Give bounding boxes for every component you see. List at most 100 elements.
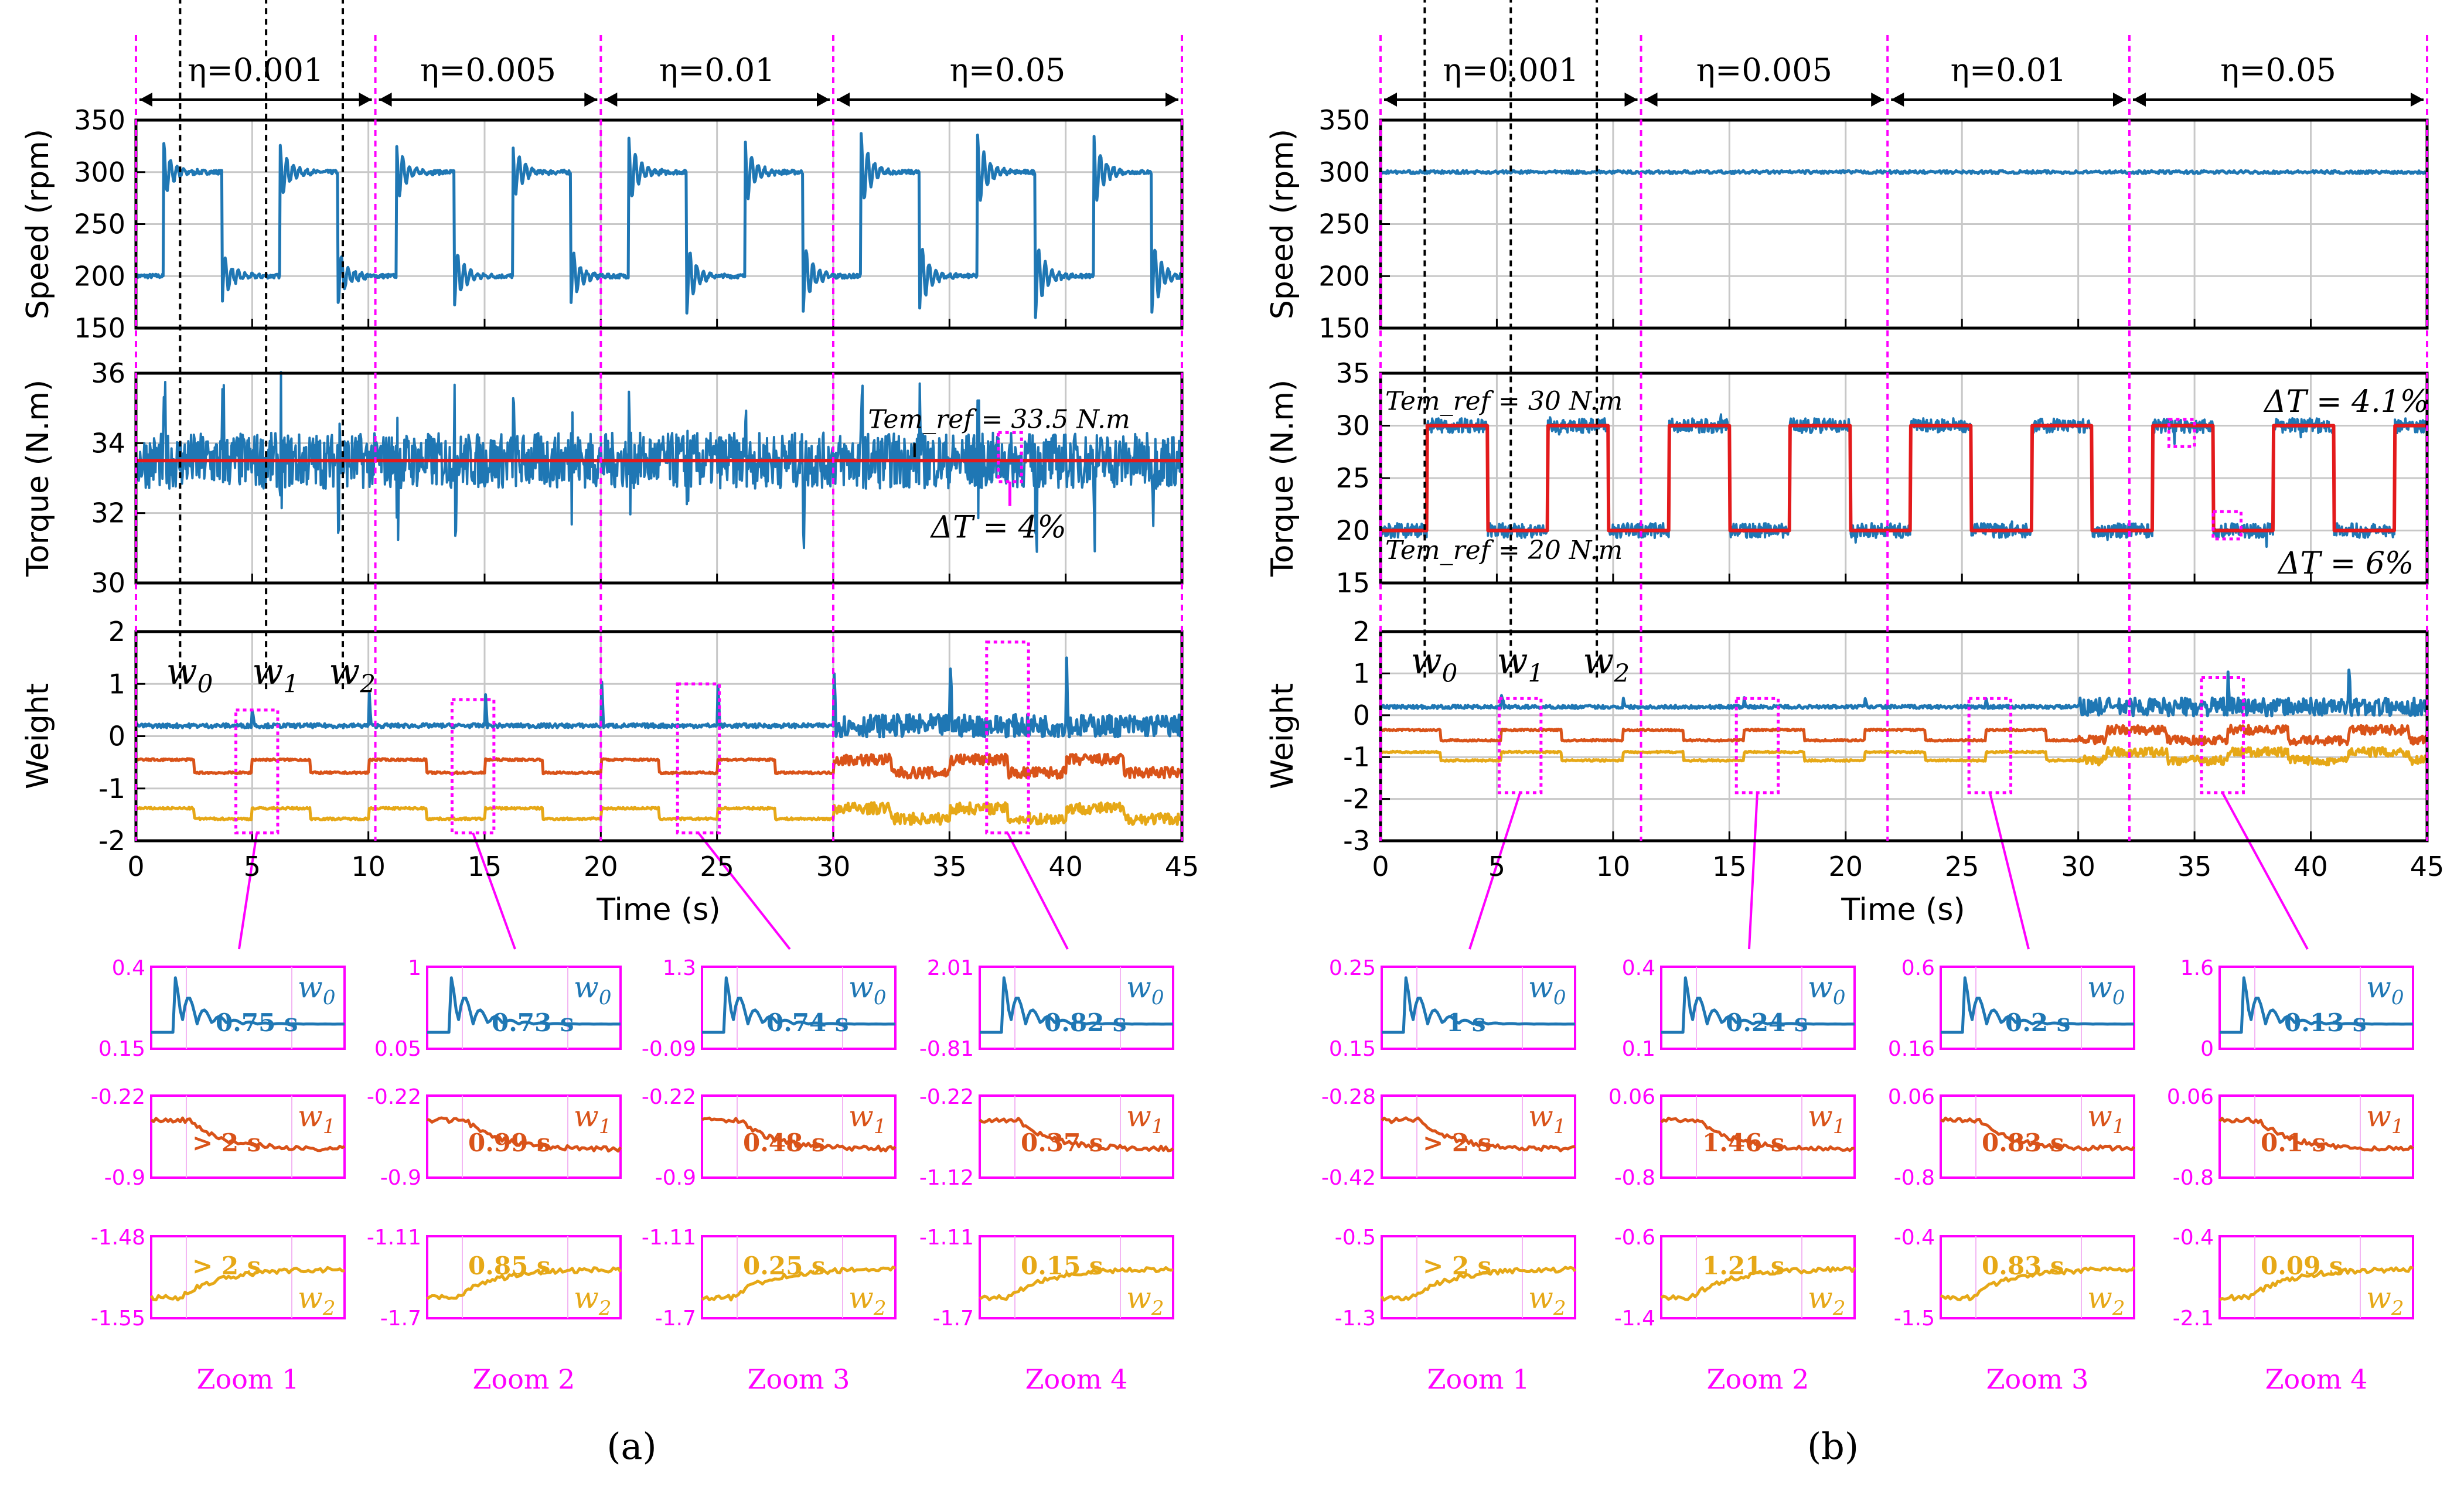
zoom-ymin-label: -2.1 xyxy=(2173,1307,2214,1331)
zoom-label: Zoom 3 xyxy=(1986,1363,2089,1395)
zoom-settle-time: 0.15 s xyxy=(1021,1251,1103,1280)
zoom-series-label-base: w xyxy=(1126,1281,1151,1315)
x-tick-label: 10 xyxy=(351,851,386,882)
panel-a-zoom-4: 2.01-0.810.82 sw0-0.22-1.120.37 sw1-1.11… xyxy=(919,956,1174,1395)
zoom-ymax-label: -1.48 xyxy=(91,1226,145,1250)
zoom-series-label-base: w xyxy=(298,970,323,1004)
speed-axis-title: Speed (rpm) xyxy=(1265,129,1300,319)
zoom-ymin-label: 0.15 xyxy=(98,1037,145,1061)
zoom-series-label: w2 xyxy=(1126,1281,1164,1320)
zoom-series-label-subscript: 2 xyxy=(873,1297,887,1320)
arrowhead-left xyxy=(139,93,152,107)
y-tick-label: 2 xyxy=(108,616,125,647)
zoom-series-label-base: w xyxy=(1126,1099,1151,1133)
zoom-ymax-label: -1.11 xyxy=(367,1226,421,1250)
torque-reference-label: Tem_ref = 33.5 N.m xyxy=(868,404,1130,434)
x-tick-label: 0 xyxy=(1372,851,1389,882)
w1-zoom-trace xyxy=(1660,1116,1855,1152)
zoom-series-label-subscript: 0 xyxy=(599,986,612,1009)
x-axis-title: Time (s) xyxy=(1841,892,1965,927)
zoom-series-label-base: w xyxy=(2366,1281,2391,1315)
zoom-settle-time: 0.37 s xyxy=(1021,1128,1103,1157)
arrowhead-right xyxy=(1165,93,1178,107)
zoom-series-label-base: w xyxy=(848,1281,874,1315)
w2-zoom-trace xyxy=(701,1266,897,1302)
arrowhead-left xyxy=(1644,93,1658,107)
zoom-settle-time: 0.09 s xyxy=(2261,1251,2343,1280)
w0-label-base: w xyxy=(166,650,197,693)
zoom-series-label-subscript: 1 xyxy=(1833,1115,1846,1138)
zoom-inset-frame xyxy=(1660,1094,1856,1179)
zoom-ymax-label: -0.22 xyxy=(642,1085,696,1109)
zoom-ymin-label: -1.7 xyxy=(933,1307,974,1331)
w1-zoom-trace xyxy=(150,1116,346,1152)
zoom-series-label: w0 xyxy=(1808,970,1845,1009)
y-tick-label: 34 xyxy=(91,427,125,459)
w2-label-base: w xyxy=(329,650,360,693)
torque-zoom-box-high xyxy=(2167,418,2196,448)
w1-zoom-trace xyxy=(701,1116,897,1152)
zoom-ymin-label: 0.1 xyxy=(1622,1037,1655,1061)
zoom-inset-frame xyxy=(1381,1235,1576,1319)
eta-label: η=0.005 xyxy=(420,52,556,88)
torque-ref-low-label: Tem_ref = 20 N.m xyxy=(1385,536,1623,565)
zoom-series-label: w2 xyxy=(2366,1281,2404,1320)
zoom-inset-frame xyxy=(2218,1094,2414,1179)
y-tick-label: -1 xyxy=(1343,741,1370,773)
w2-zoom-trace xyxy=(149,1266,345,1302)
w0-zoom-trace xyxy=(427,976,621,1034)
zoom-series-label-base: w xyxy=(2087,1099,2112,1133)
zoom-settle-time: > 2 s xyxy=(1423,1128,1491,1157)
zoom-connector xyxy=(472,832,516,950)
zoom-ymax-label: -0.28 xyxy=(1321,1085,1376,1109)
x-tick-label: 30 xyxy=(816,851,851,882)
zoom-series-label: w0 xyxy=(298,970,335,1009)
zoom-series-label: w2 xyxy=(574,1281,611,1320)
panel-a-torque-subplot: 30 32 34 36 Torque (N.m) Tem_ref = 33.5 N.m ΔT… xyxy=(21,357,1183,599)
zoom-label: Zoom 4 xyxy=(1025,1363,1128,1395)
zoom-series-label: w2 xyxy=(848,1281,886,1320)
zoom-settle-time: 1.46 s xyxy=(1702,1128,1785,1157)
zoom-series-label-subscript: 1 xyxy=(874,1115,887,1138)
zoom-ymax-label: -0.6 xyxy=(1614,1226,1655,1250)
y-tick-label: 250 xyxy=(74,209,125,240)
zoom-ymax-label: -0.22 xyxy=(367,1085,421,1109)
x-tick-label: 35 xyxy=(2177,851,2212,882)
speed-series-line xyxy=(134,132,1182,319)
zoom-series-label-subscript: 2 xyxy=(1151,1297,1164,1320)
zoom-series-label-base: w xyxy=(2366,1099,2391,1133)
w2-zoom-trace xyxy=(1940,1266,2135,1302)
w0-label-subscript: 0 xyxy=(197,669,213,698)
w2-weight-line xyxy=(135,801,1184,826)
zoom-series-label-subscript: 2 xyxy=(2391,1297,2404,1320)
w1-label-base: w xyxy=(252,650,283,693)
zoom-series-label-base: w xyxy=(848,1099,874,1133)
zoom-ymax-label: -0.5 xyxy=(1335,1226,1376,1250)
torque-axis-title: Torque (N.m) xyxy=(1265,380,1300,577)
w1-label-subscript: 1 xyxy=(283,669,299,698)
zoom-series-label-base: w xyxy=(1808,1281,1833,1315)
zoom-ymin-label: -0.9 xyxy=(104,1166,145,1190)
zoom-series-label: w0 xyxy=(1126,970,1164,1009)
zoom-region-box xyxy=(450,698,496,835)
arrowhead-left xyxy=(837,93,850,107)
panel-a-label: (a) xyxy=(606,1425,656,1468)
y-tick-label: 36 xyxy=(91,357,125,389)
zoom-ymax-label: -0.4 xyxy=(2173,1226,2214,1250)
x-tick-label: 45 xyxy=(1165,851,1199,882)
zoom-series-label-subscript: 2 xyxy=(322,1297,336,1320)
panel-b-speed-subplot: 150 200 250 300 350 Speed (rpm) xyxy=(1265,104,2428,344)
zoom-connector xyxy=(1468,792,1522,950)
y-tick-label: 35 xyxy=(1335,357,1370,389)
torque-zoom-box xyxy=(997,431,1023,483)
zoom-label: Zoom 2 xyxy=(473,1363,575,1395)
y-tick-label: -3 xyxy=(1343,825,1370,857)
zoom-series-label: w2 xyxy=(1528,1281,1566,1320)
arrowhead-right xyxy=(1871,93,1884,107)
zoom-series-label: w2 xyxy=(1808,1281,1845,1320)
zoom-series-label: w1 xyxy=(298,1099,335,1138)
arrowhead-left xyxy=(604,93,618,107)
zoom-ymax-label: -1.11 xyxy=(919,1226,974,1250)
